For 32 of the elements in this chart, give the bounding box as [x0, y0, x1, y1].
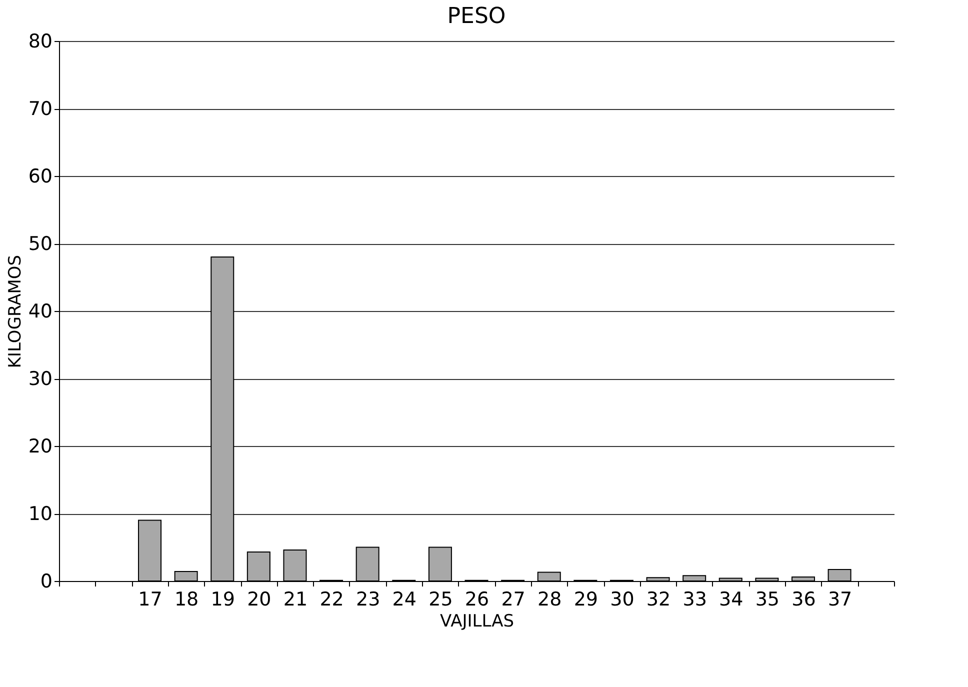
y-tick-label: 10	[28, 503, 52, 525]
y-tick-label: 30	[28, 368, 52, 390]
y-tick-label: 40	[28, 300, 52, 322]
y-tick-label: 60	[28, 166, 52, 188]
x-tick-label: 37	[828, 588, 852, 610]
x-tick-label: 23	[356, 588, 380, 610]
y-tick-label: 70	[28, 98, 52, 120]
x-tick-label: 21	[283, 588, 308, 610]
y-tick-label: 80	[28, 30, 52, 52]
x-tick-label: 25	[428, 588, 453, 610]
x-tick-label: 30	[610, 588, 634, 610]
x-tick-label: 20	[247, 588, 272, 610]
x-tick-label: 33	[682, 588, 707, 610]
x-tick-label: 19	[210, 588, 235, 610]
x-tick-label: 27	[501, 588, 526, 610]
x-tick-label: 17	[138, 588, 162, 610]
x-tick-label: 32	[646, 588, 671, 610]
x-axis-title: VAJILLAS	[440, 612, 514, 632]
x-tick-label: 18	[174, 588, 199, 610]
x-tick-label: 24	[392, 588, 416, 610]
y-tick-label: 20	[28, 436, 52, 458]
chart-title: PESO	[447, 4, 506, 29]
y-tick-label: 0	[40, 570, 52, 592]
x-tick-label: 35	[755, 588, 780, 610]
x-tick-label: 28	[538, 588, 562, 610]
x-tick-label: 36	[792, 588, 816, 610]
y-tick-label: 50	[28, 233, 52, 255]
y-axis-title: KILOGRAMOS	[5, 254, 26, 368]
x-tick-label: 26	[464, 588, 490, 610]
x-tick-label: 22	[320, 588, 344, 610]
x-tick-label: 29	[574, 588, 598, 610]
x-tick-label: 34	[719, 588, 744, 610]
